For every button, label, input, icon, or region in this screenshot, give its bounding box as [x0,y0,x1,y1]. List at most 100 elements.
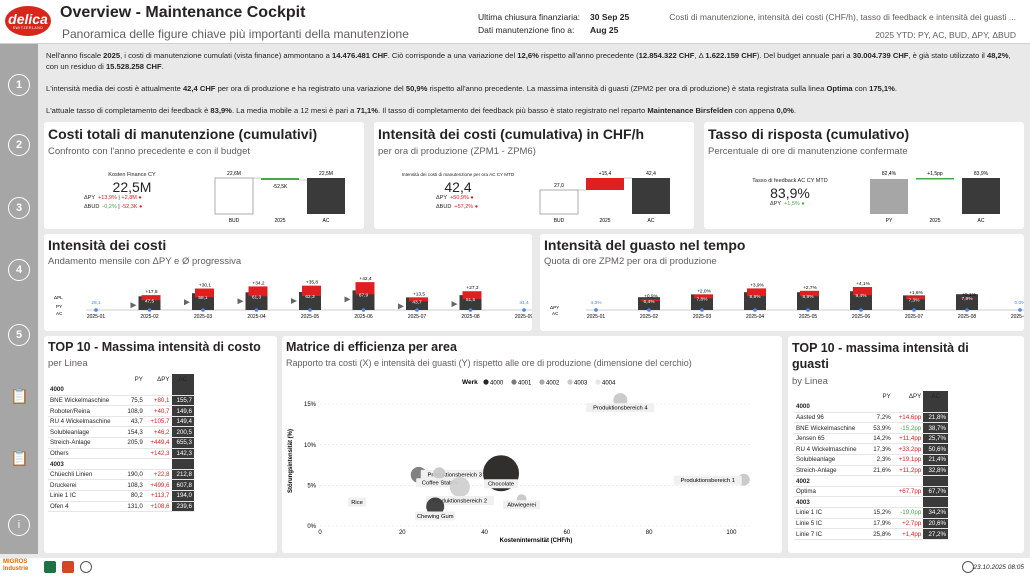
nav-page-2[interactable]: 2 [8,134,30,156]
table-row[interactable]: Streich-Anlage 21,6% +11,2pp 32,8% [794,465,948,477]
delta-bar [248,286,268,297]
costi-dbud: ΔBUD -0,2% | -52,3K ● [84,204,143,210]
table-row[interactable]: 4003 [794,496,948,509]
intensita-bar-delta-value: +15,4 [599,171,612,177]
delta-label: +0,9% [644,293,658,299]
legend-item: 4001 [518,381,532,387]
costi-kpi-value: 22,5M [112,179,152,195]
tasso-bar-py [870,179,908,214]
table-row[interactable]: 4003 [48,458,194,470]
tasso-bar-ac-value: 83,9% [974,171,989,177]
table-row[interactable]: Optima +67,7pp 67,7% [794,486,948,498]
delta-bar [195,288,214,298]
costi-bar-bud-value: 22,6M [227,171,241,177]
ac-label: 43,7 [412,299,422,305]
table-row[interactable]: RU 4 Wickelmaschine 43,7 +105,7 149,4 [48,416,194,428]
costi-waterfall: 22,6M -52,5K 22,5M BUD 2025 AC [214,171,345,224]
panel-costi-totali: Costi totali di manutenzione (cumulativi… [44,122,364,229]
month-label: 2025-06 [852,314,871,320]
nav-page-4[interactable]: 4 [8,259,30,281]
legend-dpy: ΔPY [550,305,559,310]
delta-label: +42,4 [359,276,371,282]
ac-label: 61,3 [252,294,262,300]
delta-bar [462,291,482,300]
table-row[interactable]: Aasted 96 7,2% +14,6pp 21,8% [794,412,948,424]
month-label: 2025-02 [140,314,159,320]
x-tick: 40 [481,530,488,536]
table-row[interactable]: Ofen 4 131,0 +108,6 239,6 [48,501,194,513]
legend-title: Werk [462,379,478,386]
ac-label: 7,8% [697,296,709,302]
month-label: 2025-02 [640,314,659,320]
table-row[interactable]: Linie 5 IC 17,9% +2,7pp 20,6% [794,518,948,530]
table-row[interactable]: Solubleanlage 154,3 +46,2 200,5 [48,426,194,439]
monthly-fault-title: Intensità del guasto nel tempo [544,237,746,253]
table-row[interactable]: 4002 [794,475,948,487]
tasso-bar-py-value: 82,4% [882,171,897,177]
nav-page-3[interactable]: 3 [8,197,30,219]
data-value: Aug 25 [590,25,619,35]
costi-dpy: ΔPY +13,9% | +2,8M ● [84,195,142,201]
panel-intensita-costi-mensile: Intensità dei costi Andamento mensile co… [44,234,532,331]
legend-item: 4000 [490,381,504,387]
excel-icon[interactable] [44,561,56,573]
table-row[interactable]: Linie 7 IC 25,8% +1,4pp 27,2% [794,528,948,540]
bubble [426,497,445,516]
legend-dot [511,379,517,385]
trend-arrow [291,298,297,305]
table-row[interactable]: Linie 1 IC 15,2% -19,0pp 34,2% [794,507,948,519]
bubble-label: Rice [351,500,363,506]
table-row[interactable]: Druckerei 108,3 +499,6 607,8 [48,479,194,492]
clipboard-icon[interactable]: 📋 [10,388,29,405]
info-button[interactable]: i [8,514,30,536]
table-row[interactable]: Roboter/Reina 108,9 +40,7 149,6 [48,405,194,417]
powerpoint-icon[interactable] [62,561,74,573]
bubble-label: Produktionsbereich 2 [433,499,487,505]
nav-page-1[interactable]: 1 [8,74,30,96]
table-row[interactable]: Solubleanlage 2,3% +19,1pp 21,4% [794,454,948,466]
monthly-fault-chart: ΔPY AC 4,3% 2025-01 6,4%+0,9% 2025-02 7,8% +2… [550,281,1024,320]
x-axis-label: Kosteninternsität (CHF/h) [500,538,573,544]
x-tick: 80 [646,530,653,536]
month-marker [361,308,366,312]
month-marker [859,308,863,312]
tasso-title: Tasso di risposta (cumulativo) [708,126,910,142]
legend-item: 4004 [602,381,616,387]
table-row[interactable]: BNE Wickelmaschine 53,9% -15,2pp 38,7% [794,422,948,434]
month-label: 2025-05 [301,314,320,320]
bubble-label: Abwiegerei [507,503,536,509]
ac-label: 47,5 [145,298,155,304]
table-row[interactable]: Linie 1 IC 80,2 +113,7 194,0 [48,490,194,502]
panel-intensita-cumulativa: Intensità dei costi (cumulativa) in CHF/… [374,122,694,229]
delta-bar [747,288,766,297]
month-label: 2025-03 [693,314,712,320]
table-row[interactable]: Jensen 65 14,2% +11,4pp 25,7% [794,433,948,445]
panel-top10-guasti: TOP 10 - massima intensità di guasti by … [788,336,1024,553]
refresh-icon[interactable] [962,561,974,573]
costi-bar-delta-label: 2025 [274,218,285,224]
table-row[interactable]: 4000 [48,384,194,396]
ac-label: 8,9% [750,294,762,300]
delta-label: +2,7% [803,285,817,291]
month-label: 2025-04 [247,314,266,320]
table-row[interactable]: 4000 [794,401,948,413]
table-row[interactable]: Chüechli Linien 190,0 +22,8 212,8 [48,469,194,481]
camera-icon[interactable] [80,561,92,573]
ac-label: 4,3% [591,300,603,306]
nav-page-5[interactable]: 5 [8,324,30,346]
tasso-kpi-label: Tasso di feedback AC CY MTD [752,178,828,184]
ac-label: 6,4% [644,299,656,305]
table-row[interactable]: RU 4 Wickelmaschine 17,3% +33,2pp 50,6% [794,443,948,456]
top-fault-title: TOP 10 - massima intensità di guasti [792,341,969,371]
table-row[interactable]: BNE Wickelmaschine 75,5 +80,1 155,7 [48,395,194,407]
table-row[interactable]: Others +142,3 142,3 [48,448,194,460]
panel-matrice-efficienza: Matrice di efficienza per area Rapporto … [282,336,782,553]
clipboard-icon-2[interactable]: 📋 [10,450,29,467]
migros-logo: MIGROS Industrie [3,559,29,572]
costi-subtitle: Confronto con l'anno precedente e con il… [48,146,250,157]
trend-arrow [237,298,244,305]
intensita-bar-bud-value: 27,0 [554,183,564,189]
legend-dot [567,379,573,385]
table-row[interactable]: Streich-Anlage 205,9 +449,4 655,3 [48,437,194,449]
top-fault-table: PY ΔPY AC 4000 Aasted 96 7,2% +14,6pp 21,8% BNE … [794,391,948,540]
